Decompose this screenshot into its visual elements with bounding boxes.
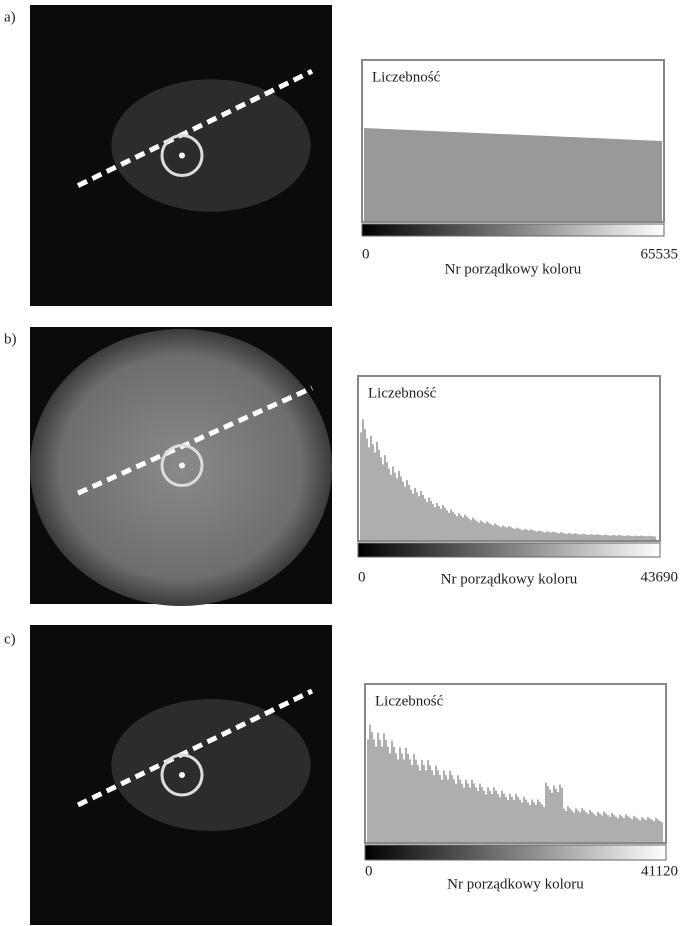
x-max-label: 65535 bbox=[641, 246, 679, 262]
histogram-fill bbox=[364, 128, 662, 221]
image-dot bbox=[179, 772, 185, 778]
y-axis-label: Liczebność bbox=[368, 385, 437, 401]
y-axis-label: Liczebność bbox=[375, 693, 444, 709]
x-min-label: 0 bbox=[358, 569, 366, 585]
panel-label: c) bbox=[4, 631, 16, 647]
x-axis-label: Nr porządkowy koloru bbox=[445, 261, 582, 277]
image-dash bbox=[76, 385, 314, 496]
color-scale bbox=[364, 844, 667, 861]
x-max-label: 41120 bbox=[641, 863, 678, 879]
color-scale bbox=[361, 223, 665, 237]
image-dot bbox=[179, 462, 185, 469]
panel-label: b) bbox=[4, 331, 17, 347]
image-dash bbox=[76, 688, 314, 808]
x-axis-label: Nr porządkowy koloru bbox=[441, 571, 578, 587]
image-ring bbox=[160, 444, 204, 487]
image-speckle bbox=[111, 79, 311, 212]
y-axis-label: Liczebność bbox=[372, 69, 441, 85]
histogram-frame bbox=[357, 375, 661, 542]
image-dot bbox=[179, 152, 185, 159]
x-max-label: 43690 bbox=[641, 569, 679, 585]
image-ring bbox=[160, 753, 204, 797]
x-axis-label: Nr porządkowy koloru bbox=[447, 876, 584, 892]
image-speckle bbox=[111, 699, 311, 831]
panel-label: a) bbox=[4, 9, 16, 25]
x-min-label: 0 bbox=[365, 863, 373, 879]
color-scale bbox=[357, 542, 661, 558]
image-ring bbox=[160, 134, 204, 177]
x-min-label: 0 bbox=[362, 246, 370, 262]
image-dash bbox=[76, 68, 314, 188]
